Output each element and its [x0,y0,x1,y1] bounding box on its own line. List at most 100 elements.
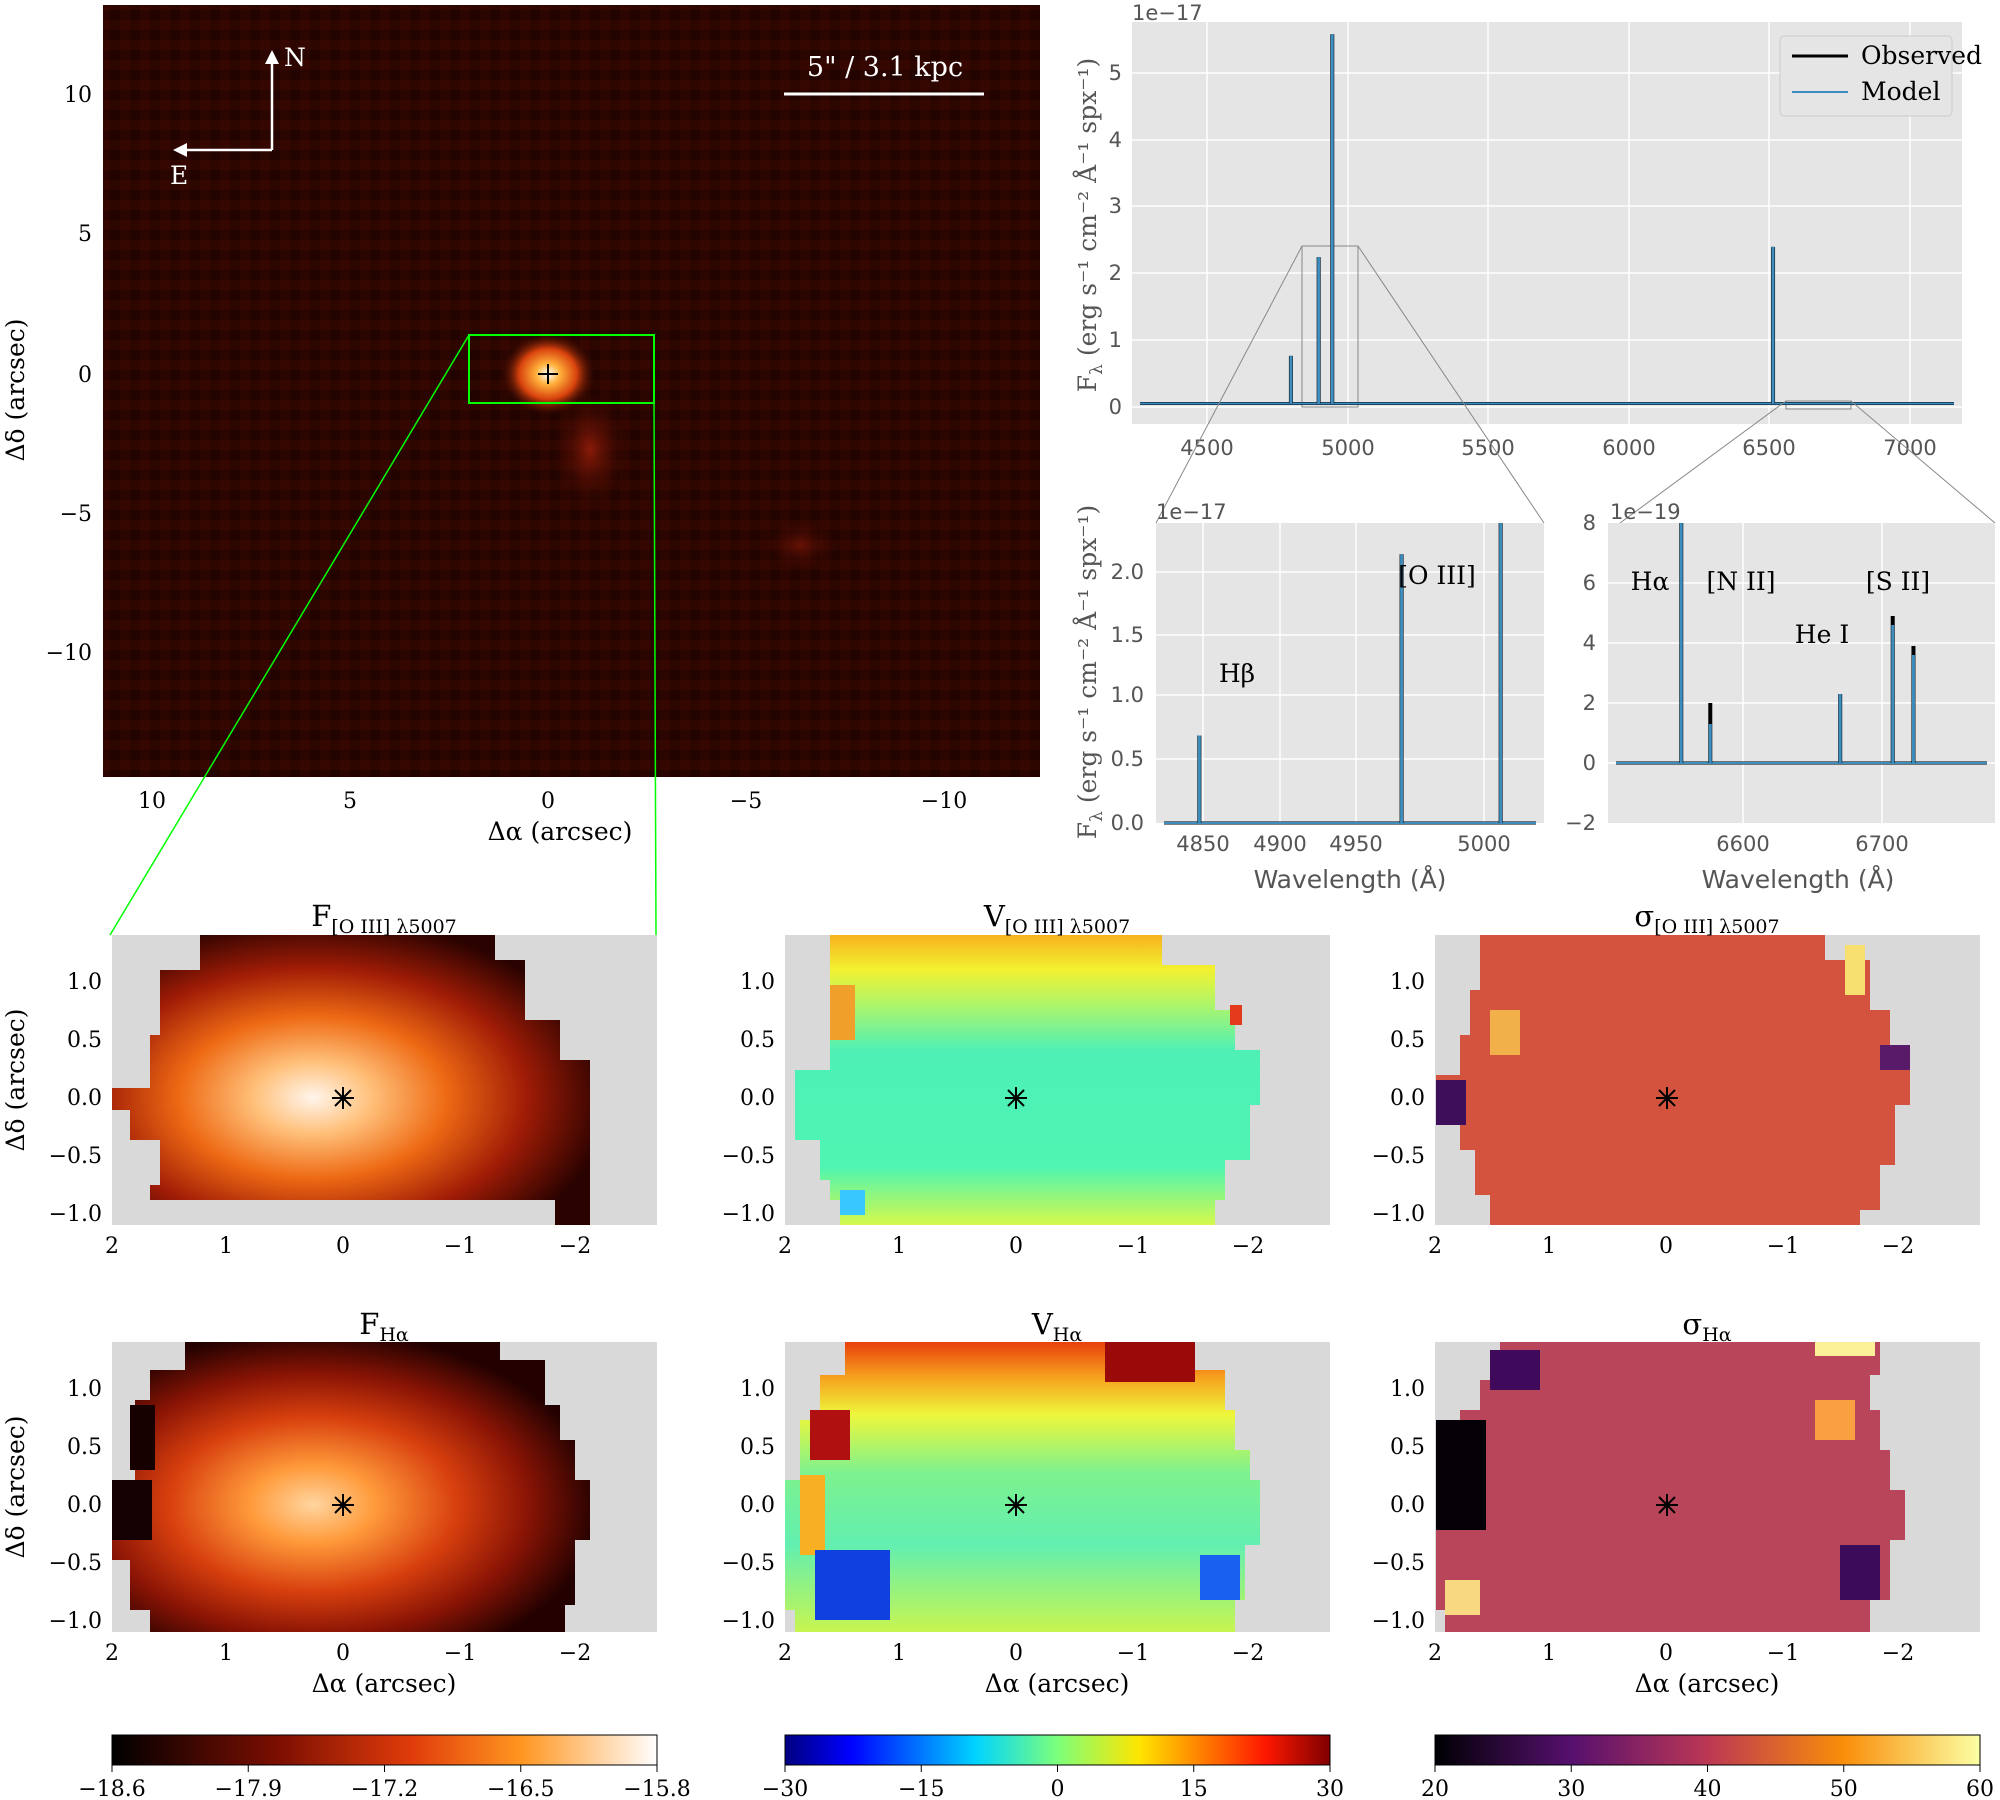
faint-knot [760,515,840,575]
map-feature [1200,1555,1240,1600]
star-icon [1656,1494,1678,1516]
map-x-tick: −1 [444,1641,476,1666]
main-grid [1132,22,1962,424]
y-tick: 3 [1109,194,1122,218]
map-flux-halpha [112,1342,657,1632]
svg-text:Fλ (erg s⁻¹ cm⁻² Å⁻¹ spx⁻¹): Fλ (erg s⁻¹ cm⁻² Å⁻¹ spx⁻¹) [1072,505,1107,840]
star-icon [1656,1087,1678,1109]
colorbar-tick: 15 [1180,1777,1208,1800]
map-y-tick: 0.5 [67,1028,102,1053]
map-y-tick: 0.0 [67,1493,102,1518]
map-x-tick: 2 [1428,1641,1442,1666]
y-tick: −2 [1565,811,1596,835]
image-x-label: Δα (arcsec) [488,817,633,846]
map-y-tick: −0.5 [1372,1551,1425,1576]
map-y-tick: 0.5 [1390,1435,1425,1460]
line-label-oiii: [O III] [1398,561,1476,590]
x-tick: 5000 [1321,436,1374,460]
image-y-ticks: 10 5 0 −5 −10 [46,83,92,666]
map-y-tick: −0.5 [722,1144,775,1169]
zoom2-y-ticks: −2 0 2 4 6 8 [1565,511,1596,835]
main-spectrum: 4500 5000 5500 6000 6500 7000 0 1 2 3 4 … [1072,1,1982,460]
legend: Observed Model [1779,35,1982,117]
legend-model: Model [1861,77,1940,106]
map-x-tick: −1 [1117,1641,1149,1666]
y-tick: 5 [1109,61,1122,85]
map-velocity-halpha [785,1342,1330,1632]
image-panel: N E 5" / 3.1 kpc 10 5 0 −5 −10 10 5 0 −5… [1,5,1040,846]
center-markers [332,1087,1678,1516]
x-tick: −5 [730,789,762,814]
zoom-connector-right [653,402,657,936]
star-icon [1005,1087,1027,1109]
map-data [112,935,590,1225]
zoom2-bg [1608,523,1995,823]
y-tick: 0 [1109,395,1122,419]
map-x-tick: 0 [1659,1234,1673,1259]
map-feature [1815,1342,1875,1356]
compass-n-label: N [284,43,306,72]
map-title: VHα [1031,1307,1083,1346]
map-y-tick: −0.5 [722,1551,775,1576]
y-tick: 6 [1583,571,1596,595]
colorbar-tick: −15 [898,1777,944,1800]
y-tick: 1.5 [1111,623,1144,647]
y-tick: 4 [1583,631,1596,655]
y-tick: 2 [1583,691,1596,715]
map-flux-oiii [112,935,657,1225]
y-tick: 2 [1109,261,1122,285]
zoom-box [468,334,655,404]
map-y-tick: 1.0 [1390,1377,1425,1402]
map-feature [1230,1005,1242,1025]
map-y-tick: 1.0 [1390,970,1425,995]
x-tick: 6600 [1716,832,1769,856]
star-icon [332,1087,354,1109]
map-y-tick: −1.0 [722,1609,775,1634]
y-tick: −5 [60,502,92,527]
main-x-ticks: 4500 5000 5500 6000 6500 7000 [1180,436,1936,460]
colorbar-tick: 0 [1051,1777,1065,1800]
y-tick: 1.0 [1111,683,1144,707]
x-tick: 4950 [1329,832,1382,856]
colorbar-flux [111,1734,658,1766]
y-tick: 0 [78,363,92,388]
zoom2-x-ticks: 6600 6700 [1716,832,1908,856]
x-tick: 6500 [1742,436,1795,460]
map-data [112,1342,590,1632]
y-tick: 2.0 [1111,560,1144,584]
map-feature [840,1190,865,1215]
map-x-tick: 1 [1542,1234,1556,1259]
map-feature [1815,1400,1855,1440]
x-tick: 4500 [1180,436,1233,460]
map-x-tick: 1 [219,1234,233,1259]
map-y-tick: 0.5 [740,1028,775,1053]
map-y-tick: 1.0 [67,1377,102,1402]
y-tick: 0.0 [1111,811,1144,835]
map-title: V[O III] λ5007 [983,899,1130,938]
zoom1-grid [1156,523,1544,823]
spectrum-connectors [1155,245,1996,524]
map-data [795,935,1260,1225]
zoom2-offset-label: 1e−19 [1610,500,1681,524]
map-y-label: Δδ (arcsec) [1,1008,30,1151]
x-tick: −10 [921,789,967,814]
southern-tail [548,385,632,515]
colorbar-tick: 30 [1557,1777,1585,1800]
map-x-tick: −1 [444,1234,476,1259]
map-title: FHα [359,1307,409,1346]
star-icon [1005,1494,1027,1516]
colorbar-tick: 30 [1316,1777,1344,1800]
map-x-label: Δα (arcsec) [1635,1669,1780,1698]
compass-e-label: E [170,161,188,190]
map-x-tick: 0 [1659,1641,1673,1666]
colorbar-ticks: −18.6 −17.9 −17.2 −16.5 −15.8 −30 −15 0 15 30 20 30… [78,1765,1994,1800]
map-data [1436,1342,1905,1632]
map-feature [1436,1080,1466,1125]
map-y-tick: 1.0 [67,970,102,995]
map-title: σ[O III] λ5007 [1634,899,1779,938]
line-label-hbeta: Hβ [1219,659,1255,688]
x-tick: 10 [138,789,166,814]
east-arrow-icon [173,143,187,157]
y-tick: 0 [1583,751,1596,775]
zoom1-spectrum-lines [1164,523,1536,825]
